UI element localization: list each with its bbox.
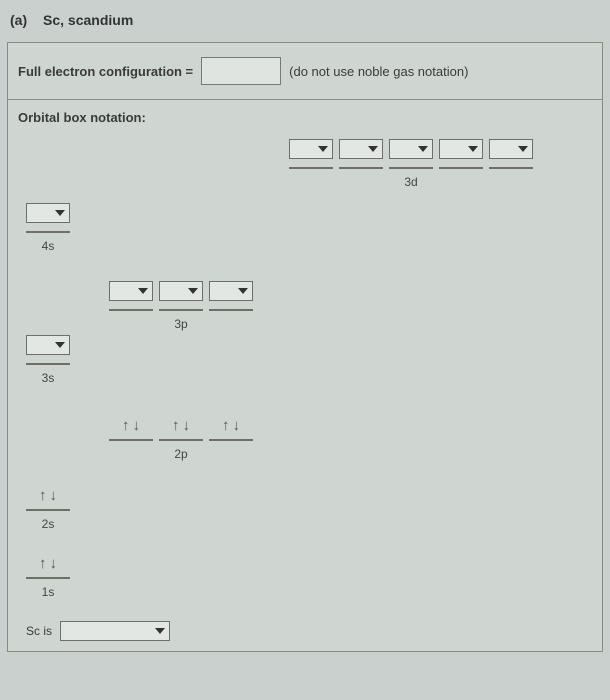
- orbital-4s-select[interactable]: [26, 203, 70, 223]
- arrow-up-icon: ↑: [172, 418, 180, 433]
- orbital-1s-underline: [26, 577, 70, 579]
- orbital-2p-arrows-2: ↑↓: [159, 413, 203, 437]
- scis-row: Sc is: [26, 621, 170, 641]
- orbital-3p-select-1[interactable]: [109, 281, 153, 301]
- orbital-3d-select-5[interactable]: [489, 139, 533, 159]
- chevron-down-icon: [55, 342, 65, 348]
- chevron-down-icon: [188, 288, 198, 294]
- scis-label: Sc is: [26, 624, 52, 638]
- arrow-down-icon: ↓: [133, 418, 141, 433]
- orbital-2p-underline-2: [159, 439, 203, 441]
- arrow-down-icon: ↓: [50, 556, 58, 571]
- orbital-3p-underline-1: [109, 309, 153, 311]
- orbital-2p-boxes: ↑↓ ↑↓ ↑↓: [109, 413, 253, 441]
- arrow-up-icon: ↑: [222, 418, 230, 433]
- scis-select[interactable]: [60, 621, 170, 641]
- config-row: Full electron configuration = (do not us…: [8, 43, 602, 100]
- arrow-down-icon: ↓: [233, 418, 241, 433]
- orbital-2p-arrows-3: ↑↓: [209, 413, 253, 437]
- question-part: (a): [10, 12, 27, 28]
- orbital-2p-arrows-1: ↑↓: [109, 413, 153, 437]
- config-label-before: Full electron configuration =: [18, 64, 193, 79]
- orbital-2s: ↑↓ 2s: [26, 483, 70, 531]
- question-header: (a) Sc, scandium: [10, 12, 604, 28]
- chevron-down-icon: [468, 146, 478, 152]
- question-element: Sc, scandium: [43, 12, 133, 28]
- arrow-down-icon: ↓: [50, 488, 58, 503]
- orbital-3d: 3d: [282, 139, 540, 189]
- orbital-3p-boxes: [109, 281, 253, 311]
- orbital-3d-select-4[interactable]: [439, 139, 483, 159]
- orbital-1s-arrows: ↑↓: [26, 551, 70, 575]
- orbital-title: Orbital box notation:: [8, 100, 602, 131]
- arrow-up-icon: ↑: [39, 556, 47, 571]
- orbital-3p: 3p: [106, 281, 256, 331]
- orbital-3d-select-3[interactable]: [389, 139, 433, 159]
- chevron-down-icon: [518, 146, 528, 152]
- orbital-4s: 4s: [26, 203, 70, 253]
- orbital-4s-underline: [26, 231, 70, 233]
- chevron-down-icon: [418, 146, 428, 152]
- orbital-2s-arrows: ↑↓: [26, 483, 70, 507]
- orbital-2s-label: 2s: [42, 517, 55, 531]
- chevron-down-icon: [238, 288, 248, 294]
- orbital-3p-select-2[interactable]: [159, 281, 203, 301]
- orbital-3p-select-3[interactable]: [209, 281, 253, 301]
- orbital-3d-select-1[interactable]: [289, 139, 333, 159]
- orbital-3d-underline-3: [389, 167, 433, 169]
- chevron-down-icon: [155, 628, 165, 634]
- arrow-down-icon: ↓: [183, 418, 191, 433]
- orbital-3d-underline-1: [289, 167, 333, 169]
- orbital-1s-label: 1s: [42, 585, 55, 599]
- orbital-3p-label: 3p: [106, 317, 256, 331]
- chevron-down-icon: [318, 146, 328, 152]
- orbital-2p-label: 2p: [106, 447, 256, 461]
- arrow-up-icon: ↑: [39, 488, 47, 503]
- chevron-down-icon: [368, 146, 378, 152]
- orbital-3d-underline-5: [489, 167, 533, 169]
- orbital-3s-underline: [26, 363, 70, 365]
- outer-box: Full electron configuration = (do not us…: [7, 42, 603, 652]
- chevron-down-icon: [55, 210, 65, 216]
- orbital-3d-label: 3d: [282, 175, 540, 189]
- config-input[interactable]: [201, 57, 281, 85]
- orbital-2s-underline: [26, 509, 70, 511]
- chevron-down-icon: [138, 288, 148, 294]
- orbital-3p-underline-3: [209, 309, 253, 311]
- orbital-3s-label: 3s: [42, 371, 55, 385]
- orbital-2p-underline-3: [209, 439, 253, 441]
- orbital-1s: ↑↓ 1s: [26, 551, 70, 599]
- orbital-diagram: 3d 4s 3p: [8, 131, 602, 651]
- config-label-after: (do not use noble gas notation): [289, 64, 468, 79]
- orbital-3s: 3s: [26, 335, 70, 385]
- orbital-4s-label: 4s: [42, 239, 55, 253]
- orbital-3d-boxes: [289, 139, 533, 169]
- orbital-3d-select-2[interactable]: [339, 139, 383, 159]
- orbital-2p: ↑↓ ↑↓ ↑↓ 2p: [106, 413, 256, 461]
- orbital-3s-select[interactable]: [26, 335, 70, 355]
- orbital-3d-underline-4: [439, 167, 483, 169]
- orbital-3d-underline-2: [339, 167, 383, 169]
- orbital-3p-underline-2: [159, 309, 203, 311]
- arrow-up-icon: ↑: [122, 418, 130, 433]
- orbital-2p-underline-1: [109, 439, 153, 441]
- page: (a) Sc, scandium Full electron configura…: [0, 0, 610, 700]
